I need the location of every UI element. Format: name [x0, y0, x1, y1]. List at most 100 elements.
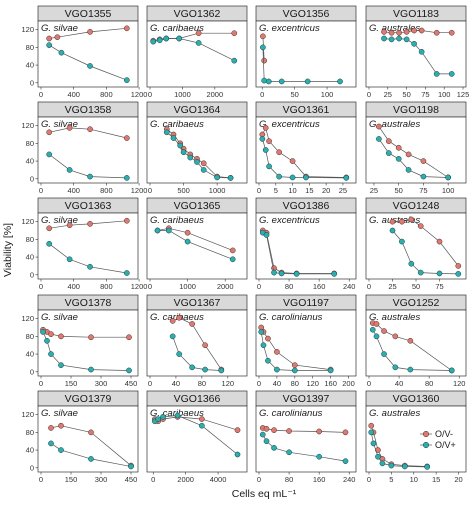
x-tick-label: 0	[367, 282, 371, 291]
strip-label: VGO1379	[65, 393, 112, 405]
data-point	[87, 29, 93, 35]
y-tick-label: 80	[26, 332, 34, 341]
data-point	[289, 174, 296, 181]
data-point	[278, 270, 285, 277]
data-point	[218, 367, 225, 374]
data-point	[448, 71, 455, 77]
panel-vgo1361: VGO1361 G. excentricus 0 5 10 15 20 25	[255, 101, 357, 195]
x-tick-label: 800	[100, 186, 113, 195]
data-point	[436, 238, 443, 245]
data-point	[395, 156, 402, 162]
data-point	[123, 25, 130, 32]
data-point	[229, 247, 236, 254]
data-point	[174, 412, 181, 419]
data-point	[155, 416, 161, 422]
x-tick-label: 0	[257, 379, 261, 388]
data-point	[200, 167, 207, 173]
x-tick-label: 400	[67, 90, 80, 99]
panel-vgo1378: VGO1378 G. silvae 0 150 300 450 0 40 80 120	[21, 294, 139, 388]
data-point	[316, 453, 323, 460]
strip-label: VGO1252	[393, 297, 440, 309]
series-ov-plus	[46, 42, 130, 83]
species-label: G. australes	[369, 119, 420, 130]
data-point	[411, 40, 417, 47]
data-point	[262, 125, 269, 131]
plot-area	[255, 405, 357, 473]
data-point	[48, 331, 54, 337]
x-tick-label: 50	[395, 186, 403, 195]
panel-vgo1365: VGO1365 G. caribaeus 0 1000 2000	[146, 197, 248, 291]
data-point	[331, 271, 338, 277]
data-point	[176, 35, 183, 42]
x-tick-label: 50	[402, 90, 410, 99]
data-point	[274, 366, 280, 373]
x-tick-label: 400	[67, 282, 80, 291]
series-line	[48, 243, 127, 274]
x-tick-label: 0	[151, 475, 155, 484]
species-label: G. silvae	[41, 215, 78, 226]
data-point	[169, 318, 176, 324]
x-tick-label: 5	[274, 186, 278, 195]
x-tick-label: 1000	[174, 90, 191, 99]
data-point	[87, 63, 93, 69]
plot-area	[146, 309, 248, 377]
data-point	[276, 149, 282, 156]
x-tick-label: 0	[367, 90, 371, 99]
data-point	[291, 362, 298, 368]
x-tick-label: 80	[285, 282, 293, 291]
data-point	[163, 129, 170, 136]
data-point	[265, 78, 272, 85]
data-point	[262, 147, 269, 153]
x-tick-label: 0	[148, 186, 152, 195]
data-point	[48, 440, 54, 447]
data-point	[227, 175, 234, 181]
x-tick-label: 0	[39, 186, 43, 195]
series-line	[49, 220, 127, 229]
data-point	[381, 35, 387, 42]
plot-area	[37, 309, 139, 377]
data-point	[376, 136, 382, 142]
data-point	[199, 422, 205, 429]
series-ov-minus	[381, 27, 455, 36]
series-ov-plus	[152, 412, 241, 458]
data-point	[195, 40, 202, 46]
data-point	[392, 364, 399, 371]
series-line	[50, 443, 132, 467]
data-point	[448, 29, 455, 36]
x-tick-label: 0	[39, 282, 43, 291]
data-point	[87, 221, 93, 227]
x-tick-label: 75	[435, 282, 443, 291]
strip-label: VGO1361	[283, 104, 330, 116]
data-point	[46, 35, 53, 42]
data-point	[184, 238, 191, 245]
data-point	[259, 431, 266, 438]
plot-area	[255, 20, 357, 88]
series-line	[262, 47, 340, 82]
series-line	[378, 138, 449, 178]
data-point	[420, 158, 427, 164]
x-tick-label: 0	[39, 379, 43, 388]
data-point	[123, 217, 130, 224]
data-point	[263, 425, 270, 432]
y-axis-title: Viability [%]	[2, 223, 14, 277]
data-point	[448, 367, 455, 374]
data-point	[417, 269, 424, 276]
panel-vgo1197: VGO1197 G. carolinianus 0 40 80 120 160 200	[255, 294, 357, 388]
y-tick-label: 0	[30, 270, 34, 279]
panel-vgo1198: VGO1198 G. australes 25 50 75 100	[365, 101, 467, 195]
plot-area	[146, 212, 248, 280]
species-label: G. caribaeus	[150, 215, 204, 226]
x-tick-label: 80	[198, 379, 206, 388]
series-ov-plus	[40, 329, 132, 374]
species-label: G. caribaeus	[150, 119, 204, 130]
data-point	[200, 160, 207, 167]
data-point	[405, 167, 412, 173]
data-point	[260, 44, 266, 51]
species-label: G. australes	[369, 23, 420, 34]
data-point	[163, 35, 170, 42]
x-tick-label: 80	[291, 379, 299, 388]
data-point	[123, 77, 130, 83]
data-point	[417, 223, 424, 229]
